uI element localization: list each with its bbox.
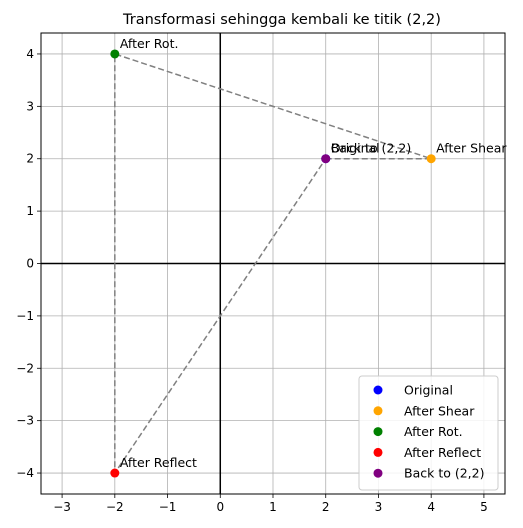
x-tick-label: −2 — [106, 500, 124, 514]
data-point — [426, 154, 436, 164]
zero-axes — [41, 33, 505, 494]
legend-label: After Reflect — [404, 445, 481, 460]
y-tick-label: −4 — [16, 466, 34, 480]
legend-marker — [373, 427, 383, 437]
data-point — [321, 154, 331, 164]
legend-label: Back to (2,2) — [404, 466, 484, 481]
legend-box — [358, 375, 499, 491]
legend-label: After Shear — [404, 403, 475, 418]
x-tick-label: 1 — [269, 500, 277, 514]
data-point — [110, 468, 120, 478]
chart-title: Transformasi sehingga kembali ke titik (… — [122, 12, 441, 28]
legend-marker — [373, 385, 383, 395]
x-tick-label: 5 — [480, 500, 488, 514]
y-tick-label: −3 — [16, 414, 34, 428]
x-tick-label: 3 — [375, 500, 383, 514]
x-tick-label: 2 — [322, 500, 330, 514]
legend-marker — [373, 468, 383, 478]
y-tick-label: 1 — [26, 204, 34, 218]
legend-label: After Rot. — [404, 424, 463, 439]
y-tick-label: 3 — [26, 99, 34, 113]
legend: Original After Shear After Rot. After Refle… — [358, 375, 499, 491]
legend-marker — [373, 447, 383, 457]
x-tick-label: −1 — [159, 500, 177, 514]
y-tick-label: −1 — [16, 309, 34, 323]
x-tick-label: 4 — [427, 500, 435, 514]
axis-ticks: −3 −2 −1 0 1 2 3 4 5 −4 −3 −2 −1 0 1 2 3 4 — [16, 47, 487, 514]
point-annotation: Original — [331, 141, 380, 156]
x-tick-label: −3 — [53, 500, 71, 514]
y-tick-label: −2 — [16, 361, 34, 375]
point-annotation: After Rot. — [120, 36, 179, 51]
data-points — [110, 49, 436, 478]
legend-label: Original — [404, 383, 453, 398]
point-annotations: Original After Shear After Rot. After Refle… — [120, 36, 508, 470]
legend-marker — [373, 406, 383, 416]
data-point — [110, 49, 120, 59]
y-tick-label: 4 — [26, 47, 34, 61]
x-tick-label: 0 — [216, 500, 224, 514]
point-annotation: After Reflect — [120, 455, 197, 470]
path-line — [114, 52, 432, 476]
point-annotation: Back to (2,2) — [331, 141, 411, 156]
y-tick-label: 2 — [26, 152, 34, 166]
y-tick-label: 0 — [26, 257, 34, 271]
transformation-path — [114, 52, 432, 476]
point-annotation: After Shear — [436, 141, 507, 156]
